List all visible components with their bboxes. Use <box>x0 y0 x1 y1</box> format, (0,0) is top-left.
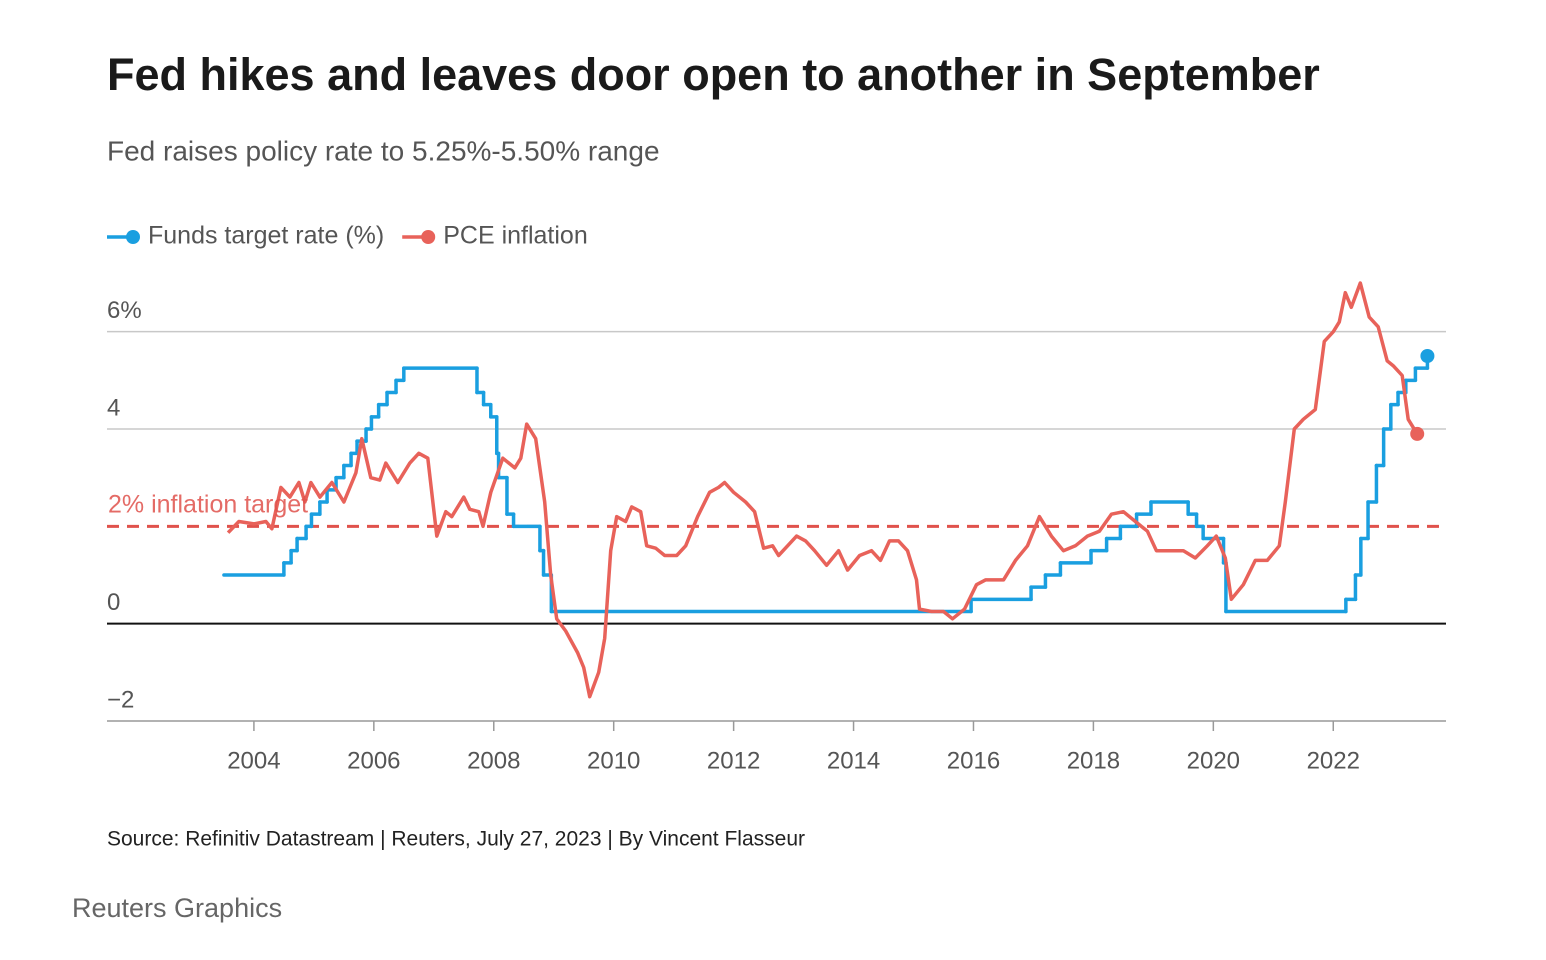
legend-label: PCE inflation <box>443 222 588 250</box>
legend-dot <box>421 230 436 244</box>
x-tick-label: 2016 <box>947 747 1000 774</box>
x-tick-label: 2004 <box>227 747 280 774</box>
y-tick-label: 6% <box>107 297 142 324</box>
x-tick-label: 2008 <box>467 747 520 774</box>
y-tick-label: −2 <box>107 686 134 713</box>
credit: Reuters Graphics <box>72 893 282 923</box>
source: Source: Refinitiv Datastream | Reuters, … <box>107 828 805 851</box>
chart-subtitle: Fed raises policy rate to 5.25%-5.50% ra… <box>107 135 660 166</box>
chart-title: Fed hikes and leaves door open to anothe… <box>107 49 1320 100</box>
x-tick-label: 2006 <box>347 747 400 774</box>
x-tick-label: 2018 <box>1067 747 1120 774</box>
target-label: 2% inflation target <box>108 491 308 519</box>
x-tick-label: 2020 <box>1187 747 1240 774</box>
end-dot <box>1410 426 1425 441</box>
end-dot <box>1420 349 1435 363</box>
legend-label: Funds target rate (%) <box>148 222 384 250</box>
y-tick-label: 4 <box>107 394 120 421</box>
x-tick-label: 2014 <box>827 747 880 774</box>
series-line <box>226 281 1419 699</box>
x-tick-label: 2010 <box>587 747 640 774</box>
y-tick-label: 0 <box>107 589 120 616</box>
legend-dot <box>126 230 140 244</box>
x-tick-label: 2012 <box>707 747 760 774</box>
x-tick-label: 2022 <box>1307 747 1360 774</box>
